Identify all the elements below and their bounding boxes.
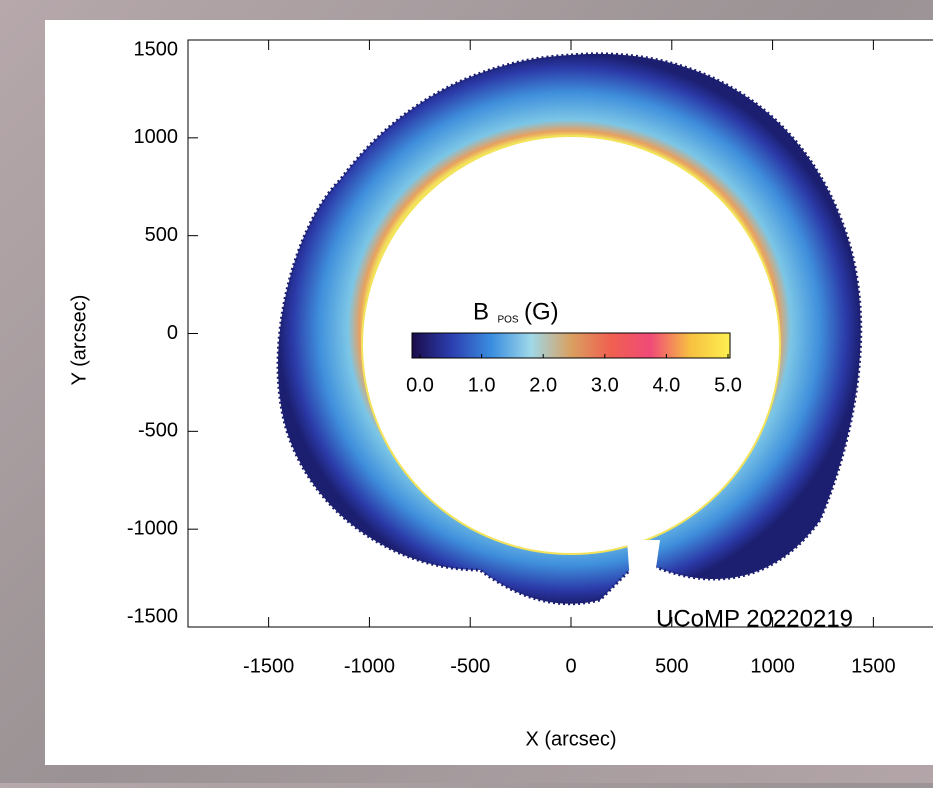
- x-tick-label: 1000: [750, 655, 795, 677]
- y-tick-label: 0: [167, 322, 178, 344]
- y-tick-label: 500: [145, 224, 178, 246]
- x-tick-label: 0: [565, 655, 576, 677]
- x-axis-title: X (arcsec): [525, 728, 616, 750]
- x-tick-label: -500: [450, 655, 490, 677]
- y-tick-label: 1500: [134, 38, 179, 60]
- colorbar-tick-label: 3.0: [591, 374, 619, 396]
- x-tick-label: -1000: [344, 655, 395, 677]
- y-tick-label: -500: [138, 420, 178, 442]
- colorbar-label-unit: (G): [524, 298, 559, 325]
- colorbar-tick-label: 4.0: [652, 374, 680, 396]
- x-tick-label: 1500: [851, 655, 896, 677]
- y-tick-label: -1500: [127, 605, 178, 627]
- annotation: UCoMP 20220219: [656, 605, 853, 632]
- colorbar-tick-label: 0.0: [406, 374, 434, 396]
- colorbar: [411, 332, 731, 359]
- colorbar-label: B: [473, 298, 489, 325]
- y-tick-label: -1000: [127, 517, 178, 539]
- colorbar-tick-label: 2.0: [529, 374, 557, 396]
- y-axis-title: Y (arcsec): [68, 295, 90, 386]
- x-tick-label: 500: [655, 655, 688, 677]
- y-tick-label: 1000: [134, 126, 179, 148]
- colorbar-tick-label: 1.0: [468, 374, 496, 396]
- colorbar-label-subscript: POS: [497, 315, 518, 326]
- x-tick-label: -1500: [243, 655, 294, 677]
- colorbar-tick-label: 5.0: [714, 374, 742, 396]
